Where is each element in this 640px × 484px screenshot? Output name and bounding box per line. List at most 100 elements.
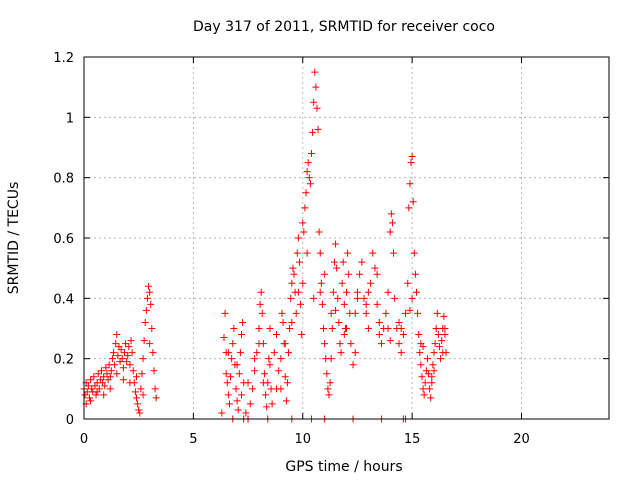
data-point bbox=[102, 364, 110, 372]
data-point bbox=[427, 394, 435, 402]
data-point bbox=[321, 340, 329, 348]
data-point bbox=[353, 288, 361, 296]
data-point bbox=[295, 258, 303, 266]
data-point bbox=[323, 370, 331, 378]
data-point bbox=[314, 125, 322, 133]
data-point bbox=[281, 373, 289, 381]
data-point bbox=[416, 349, 424, 357]
data-point bbox=[343, 288, 350, 296]
data-point bbox=[84, 382, 92, 390]
data-point bbox=[255, 325, 263, 332]
data-point bbox=[133, 394, 140, 402]
data-point bbox=[428, 379, 436, 387]
data-point bbox=[425, 370, 433, 378]
x-tick-label: 10 bbox=[294, 432, 311, 447]
data-point bbox=[320, 325, 328, 332]
data-point bbox=[303, 168, 311, 176]
data-point bbox=[266, 361, 274, 369]
data-point bbox=[293, 249, 301, 257]
data-point bbox=[397, 349, 405, 357]
data-points bbox=[80, 68, 450, 423]
data-point bbox=[119, 364, 127, 372]
data-point bbox=[103, 370, 111, 378]
data-point bbox=[114, 352, 122, 360]
x-axis-ticks: 0 5 10 15 20 bbox=[80, 57, 530, 447]
data-point bbox=[123, 358, 131, 366]
data-point bbox=[313, 104, 321, 112]
data-point bbox=[428, 373, 436, 381]
data-point bbox=[386, 337, 394, 345]
data-point bbox=[257, 288, 265, 296]
data-point bbox=[93, 388, 101, 396]
data-point bbox=[402, 309, 410, 317]
data-point bbox=[234, 406, 242, 414]
data-point bbox=[225, 400, 233, 408]
data-point bbox=[395, 318, 403, 326]
data-point bbox=[309, 128, 317, 136]
data-point bbox=[142, 306, 150, 314]
data-point bbox=[288, 318, 296, 326]
y-tick-label: 1 bbox=[66, 111, 74, 126]
data-point bbox=[303, 249, 311, 257]
data-point bbox=[431, 340, 439, 348]
data-point bbox=[220, 334, 228, 342]
data-point bbox=[294, 288, 302, 296]
data-point bbox=[327, 309, 335, 317]
data-point bbox=[360, 294, 368, 302]
data-point bbox=[417, 340, 425, 348]
data-point bbox=[345, 270, 353, 278]
data-point bbox=[423, 355, 431, 363]
data-point bbox=[119, 376, 127, 384]
data-point bbox=[222, 370, 230, 378]
data-point bbox=[233, 397, 241, 405]
data-point bbox=[334, 294, 342, 302]
data-point bbox=[408, 153, 416, 161]
data-point bbox=[128, 349, 136, 357]
data-point bbox=[438, 337, 446, 345]
data-point bbox=[430, 367, 438, 375]
data-point bbox=[282, 397, 290, 405]
data-point bbox=[263, 403, 271, 411]
data-point bbox=[238, 331, 245, 339]
data-point bbox=[358, 258, 366, 266]
data-point bbox=[262, 391, 270, 399]
data-point bbox=[362, 309, 370, 317]
data-point bbox=[117, 346, 125, 354]
data-point bbox=[125, 343, 133, 351]
data-point bbox=[253, 349, 261, 357]
data-point bbox=[441, 325, 449, 332]
data-point bbox=[371, 264, 379, 272]
data-point bbox=[351, 349, 359, 357]
data-point bbox=[255, 340, 263, 348]
data-point bbox=[134, 400, 142, 408]
data-point bbox=[129, 367, 137, 375]
y-tick-label: 1.2 bbox=[53, 51, 74, 66]
data-point bbox=[437, 355, 445, 363]
data-point bbox=[426, 385, 434, 393]
data-point bbox=[140, 337, 148, 345]
data-point bbox=[441, 331, 449, 339]
data-point bbox=[289, 264, 297, 272]
data-point bbox=[316, 288, 324, 296]
data-point bbox=[298, 331, 306, 339]
data-point bbox=[299, 219, 307, 227]
data-point bbox=[138, 370, 146, 378]
y-axis-ticks: 0 0.2 0.4 0.6 0.8 1 1.2 bbox=[53, 51, 609, 428]
data-point bbox=[338, 279, 346, 287]
data-point bbox=[146, 340, 154, 348]
data-point bbox=[235, 370, 243, 378]
data-point bbox=[326, 379, 334, 387]
data-point bbox=[373, 300, 381, 308]
data-point bbox=[113, 331, 121, 339]
data-point bbox=[145, 282, 153, 290]
data-point bbox=[327, 355, 335, 363]
data-point bbox=[285, 349, 293, 357]
y-tick-label: 0.2 bbox=[53, 353, 74, 368]
data-point bbox=[229, 340, 237, 348]
data-point bbox=[87, 376, 95, 384]
data-point bbox=[344, 249, 352, 257]
data-point bbox=[375, 318, 383, 326]
data-point bbox=[139, 391, 147, 399]
data-point bbox=[369, 249, 377, 257]
y-tick-label: 0.8 bbox=[53, 172, 74, 187]
